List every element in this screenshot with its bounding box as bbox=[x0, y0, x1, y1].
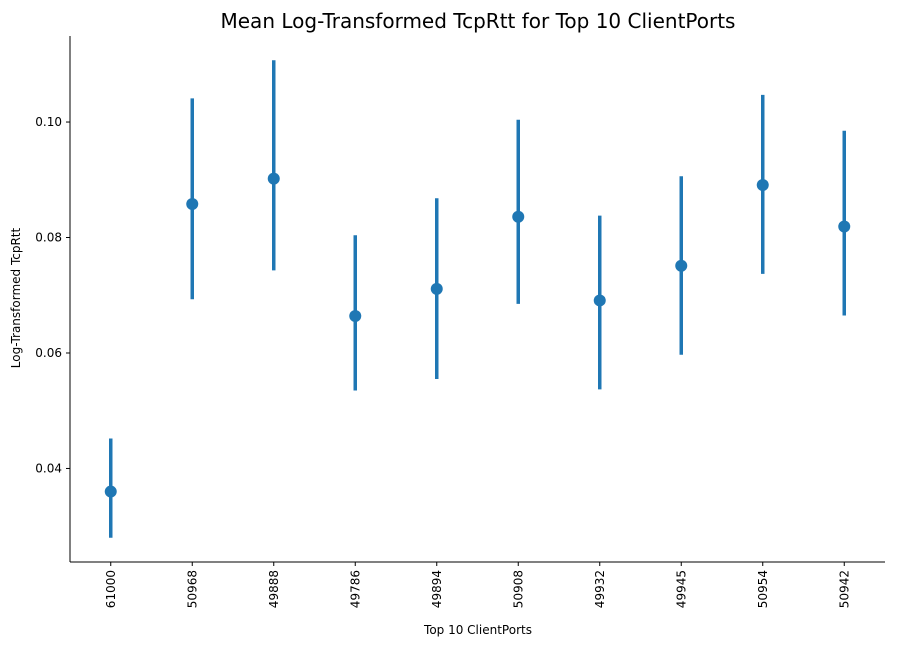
chart-title: Mean Log-Transformed TcpRtt for Top 10 C… bbox=[221, 9, 736, 33]
x-tick-label: 50908 bbox=[511, 570, 525, 608]
x-tick-label: 49894 bbox=[430, 570, 444, 608]
x-tick-label: 49932 bbox=[593, 570, 607, 608]
data-point bbox=[838, 220, 851, 233]
data-point bbox=[267, 172, 280, 185]
x-tick-label: 61000 bbox=[104, 570, 118, 608]
y-axis-label: Log-Transformed TcpRtt bbox=[9, 227, 23, 368]
y-tick-label: 0.04 bbox=[35, 461, 62, 475]
data-point bbox=[756, 178, 769, 191]
data-point bbox=[675, 259, 688, 272]
data-point bbox=[349, 310, 362, 323]
plot-area: 0.04 0.06 0.08 0.10 61000 50968 49888 49786 4989… bbox=[35, 60, 851, 608]
x-tick-label: 49888 bbox=[267, 570, 281, 608]
y-tick-label: 0.08 bbox=[35, 231, 62, 245]
data-point bbox=[593, 294, 606, 307]
y-tick-label: 0.06 bbox=[35, 346, 62, 360]
x-axis-label: Top 10 ClientPorts bbox=[423, 623, 532, 637]
y-tick-label: 0.10 bbox=[35, 115, 62, 129]
data-point bbox=[430, 282, 443, 295]
data-point bbox=[104, 485, 117, 498]
x-tick-label: 50968 bbox=[185, 570, 199, 608]
data-point bbox=[512, 210, 525, 223]
x-tick-label: 49786 bbox=[348, 570, 362, 608]
x-tick-label: 49945 bbox=[674, 570, 688, 608]
x-tick-label: 50942 bbox=[837, 570, 851, 608]
data-point bbox=[186, 198, 199, 211]
x-tick-label: 50954 bbox=[756, 570, 770, 608]
